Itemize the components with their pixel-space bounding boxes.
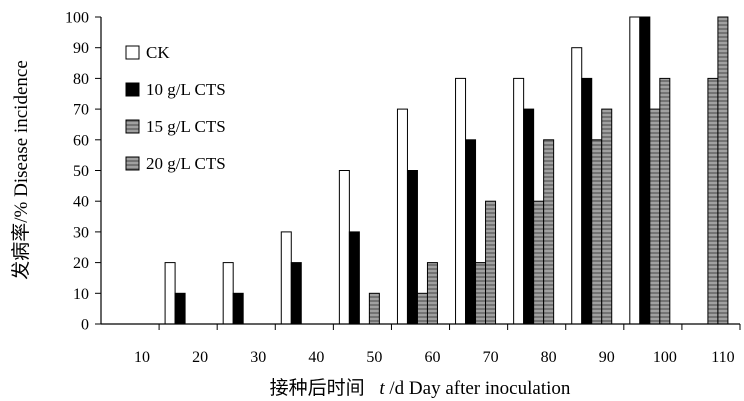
legend-label: 10 g/L CTS — [146, 80, 226, 99]
bar-10-g-l-cts-70 — [465, 139, 477, 325]
y-tick-label: 50 — [73, 163, 89, 180]
legend-swatch — [125, 45, 140, 60]
bar-10-g-l-cts-50 — [348, 231, 360, 325]
x-tick-label: 30 — [250, 349, 266, 366]
y-axis-title: 发病率/% Disease incidence — [10, 60, 32, 279]
bar-20-g-l-cts-80 — [543, 139, 555, 325]
bar-ck-100 — [629, 16, 641, 325]
x-axis-title-rest: /d Day after inoculation — [389, 378, 570, 399]
x-axis-title-var: t — [379, 378, 385, 399]
x-tick-label: 40 — [308, 349, 324, 366]
bar-15-g-l-cts-100 — [649, 108, 661, 325]
bar-ck-90 — [571, 47, 583, 325]
x-tick-label: 50 — [366, 349, 382, 366]
bar-ck-50 — [338, 170, 350, 325]
legend: CK 10 g/L CTS 15 g/L CTS 20 g/L CTS — [125, 43, 226, 173]
bar-15-g-l-cts-110 — [707, 77, 719, 325]
bar-15-g-l-cts-90 — [591, 139, 603, 325]
legend-label: CK — [146, 43, 170, 62]
x-tick-label: 100 — [653, 349, 677, 366]
y-tick-label: 10 — [73, 286, 89, 303]
bar-10-g-l-cts-40 — [290, 262, 302, 325]
bar-15-g-l-cts-60 — [416, 292, 428, 325]
bar-20-g-l-cts-60 — [426, 262, 438, 325]
bar-10-g-l-cts-20 — [174, 292, 186, 325]
y-tick-label: 20 — [73, 255, 89, 272]
bars-layer — [164, 16, 729, 325]
bar-20-g-l-cts-100 — [659, 77, 671, 325]
bar-ck-60 — [396, 108, 408, 325]
bar-ck-30 — [222, 262, 234, 325]
bar-10-g-l-cts-30 — [232, 292, 244, 325]
x-axis-title: 接种后时间 t /d Day after inoculation — [270, 377, 571, 399]
y-tick-label: 0 — [81, 317, 89, 334]
legend-swatch — [125, 119, 140, 134]
x-tick-label: 20 — [192, 349, 208, 366]
bar-20-g-l-cts-90 — [601, 108, 613, 325]
bar-ck-40 — [280, 231, 292, 325]
x-tick-label: 80 — [541, 349, 557, 366]
x-tick-label: 90 — [599, 349, 615, 366]
bar-15-g-l-cts-70 — [475, 262, 487, 325]
x-tick-label: 110 — [711, 349, 734, 366]
y-tick-label: 100 — [65, 10, 89, 27]
y-tick-label: 80 — [73, 71, 89, 88]
bar-ck-70 — [455, 77, 467, 325]
x-tick-label: 10 — [134, 349, 150, 366]
bar-20-g-l-cts-50 — [368, 292, 380, 325]
x-axis-title-cn: 接种后时间 — [270, 377, 365, 399]
bar-10-g-l-cts-60 — [406, 170, 418, 325]
bar-20-g-l-cts-110 — [717, 16, 729, 325]
x-ticks: 10 20 30 40 50 60 70 80 90 100 110 — [134, 324, 741, 366]
x-tick-label: 60 — [425, 349, 441, 366]
legend-swatch — [125, 156, 140, 171]
bar-10-g-l-cts-100 — [639, 16, 651, 325]
y-tick-label: 90 — [73, 40, 89, 57]
y-tick-label: 60 — [73, 132, 89, 149]
y-tick-label: 70 — [73, 102, 89, 119]
bar-10-g-l-cts-90 — [581, 77, 593, 325]
x-tick-label: 70 — [483, 349, 499, 366]
bar-20-g-l-cts-70 — [485, 200, 497, 325]
legend-label: 20 g/L CTS — [146, 154, 226, 173]
y-tick-label: 40 — [73, 194, 89, 211]
legend-label: 15 g/L CTS — [146, 117, 226, 136]
bar-10-g-l-cts-80 — [523, 108, 535, 325]
y-tick-label: 30 — [73, 224, 89, 241]
y-ticks: 0 10 20 30 40 50 60 70 80 90 100 — [65, 10, 101, 334]
bar-ck-20 — [164, 262, 176, 325]
bar-ck-80 — [513, 77, 525, 325]
legend-swatch — [125, 82, 140, 97]
bar-15-g-l-cts-80 — [533, 200, 545, 325]
